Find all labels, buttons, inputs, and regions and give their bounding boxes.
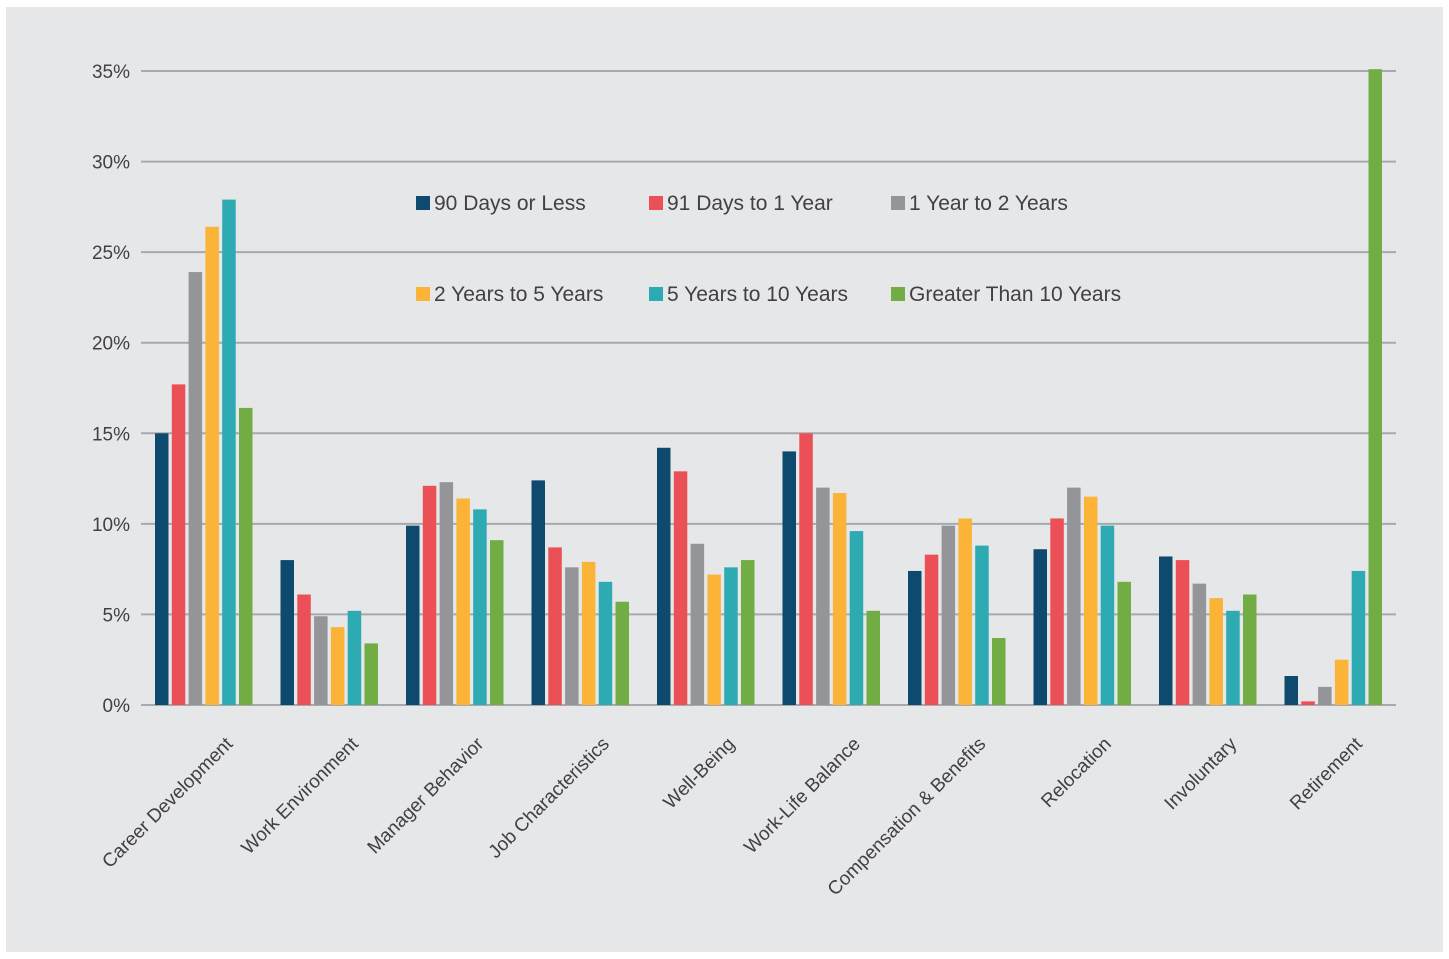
bar — [1192, 583, 1207, 705]
bar — [1050, 518, 1064, 705]
bar — [1243, 594, 1257, 705]
y-tick-label: 30% — [92, 153, 130, 174]
gridlines — [141, 70, 1396, 706]
y-tick-label: 15% — [92, 424, 130, 445]
chart-panel: 0% 5% 10% 15% 20% 25% 30% 35% Career Developmen… — [6, 7, 1443, 952]
category-label: Well-Being — [660, 734, 740, 814]
bar — [1368, 69, 1382, 705]
bar — [958, 518, 972, 705]
bar — [439, 482, 454, 705]
bar — [330, 627, 345, 705]
bar — [1351, 570, 1366, 705]
legend-label: 1 Year to 2 Years — [909, 192, 1068, 215]
bars — [155, 69, 1382, 706]
bar — [941, 525, 956, 705]
bar — [832, 493, 847, 705]
bar — [782, 451, 796, 705]
bar — [924, 554, 939, 705]
bar — [406, 525, 420, 705]
category-label: Retirement — [1286, 733, 1367, 814]
category-label: Involuntary — [1161, 733, 1242, 814]
legend-label: 2 Years to 5 Years — [434, 283, 603, 306]
bar — [473, 509, 487, 705]
bar — [1318, 686, 1332, 705]
bar — [707, 574, 721, 705]
bar — [565, 567, 579, 705]
legend-swatch — [649, 287, 663, 301]
bar — [849, 531, 864, 705]
legend-swatch — [891, 287, 905, 301]
bar — [1209, 598, 1223, 705]
bar — [1100, 525, 1115, 705]
bar — [490, 540, 504, 705]
bar — [741, 560, 755, 705]
bar — [657, 447, 671, 705]
bar — [456, 498, 470, 705]
bar — [297, 594, 311, 705]
bar — [1117, 581, 1131, 705]
bar — [422, 485, 437, 705]
legend-label: 90 Days or Less — [434, 192, 586, 215]
bar — [364, 643, 378, 705]
bar — [1067, 487, 1081, 705]
y-tick-label: 35% — [92, 62, 130, 83]
bar — [992, 637, 1006, 705]
y-axis-ticks: 0% 5% 10% 15% 20% 25% 30% 35% — [92, 62, 130, 717]
legend-swatch — [649, 196, 663, 210]
legend-label: 5 Years to 10 Years — [667, 283, 848, 306]
category-label: Career Development — [98, 733, 237, 872]
bar — [673, 471, 688, 705]
bar — [1301, 701, 1315, 705]
bar — [1083, 496, 1098, 705]
bar — [314, 616, 328, 705]
bar — [239, 407, 253, 705]
bar — [548, 547, 562, 705]
bar — [1159, 556, 1173, 705]
bar — [222, 199, 236, 705]
bar — [205, 226, 219, 706]
y-tick-label: 20% — [92, 334, 130, 355]
bar — [690, 543, 705, 705]
legend: 90 Days or Less 91 Days to 1 Year 1 Year t… — [416, 192, 1121, 306]
bar — [1226, 610, 1240, 705]
bar — [908, 570, 922, 705]
bar — [171, 384, 186, 705]
category-label: Job Characteristics — [485, 734, 614, 863]
y-tick-label: 25% — [92, 243, 130, 264]
bar — [1284, 676, 1298, 705]
y-tick-label: 0% — [103, 696, 131, 717]
bar-chart: 0% 5% 10% 15% 20% 25% 30% 35% Career Developmen… — [92, 62, 1396, 900]
y-tick-label: 5% — [103, 605, 131, 626]
bar — [155, 433, 169, 705]
x-axis-labels: Career Development Work Environment Manage… — [98, 733, 1367, 900]
legend-swatch — [416, 287, 430, 301]
bar — [531, 480, 545, 705]
bar — [1033, 549, 1047, 705]
bar — [347, 610, 362, 705]
bar — [188, 272, 203, 705]
bar — [1334, 659, 1349, 705]
category-label: Manager Behavior — [364, 733, 489, 858]
category-label: Relocation — [1037, 734, 1115, 812]
legend-swatch — [416, 196, 430, 210]
legend-label: Greater Than 10 Years — [909, 283, 1121, 306]
category-label: Work Environment — [238, 733, 364, 859]
category-label: Work-Life Balance — [740, 734, 864, 858]
y-tick-label: 10% — [92, 515, 130, 536]
bar — [280, 560, 294, 705]
legend-label: 91 Days to 1 Year — [667, 192, 833, 215]
bar — [581, 561, 596, 705]
bar — [1175, 560, 1190, 705]
bar — [866, 610, 880, 705]
legend-swatch — [891, 196, 905, 210]
bar — [724, 567, 738, 705]
bar — [816, 487, 830, 705]
bar — [975, 545, 989, 705]
bar — [615, 601, 629, 705]
bar — [598, 581, 613, 705]
bar — [799, 433, 813, 705]
